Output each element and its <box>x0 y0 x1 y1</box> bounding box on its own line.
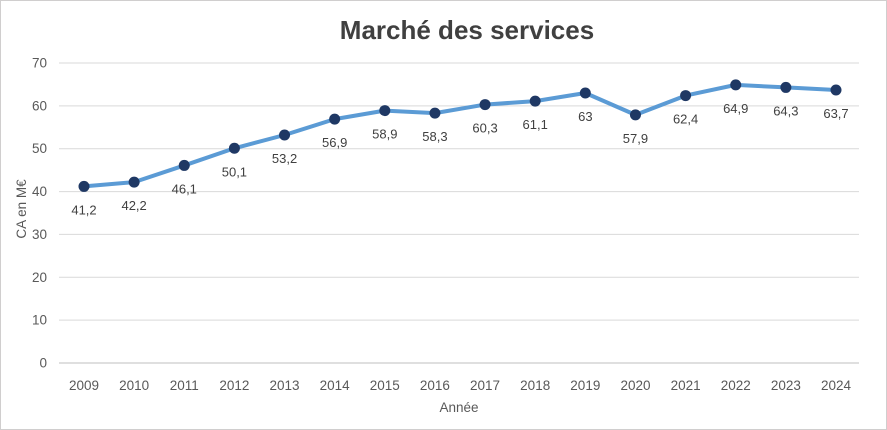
data-point <box>279 129 291 141</box>
y-tick-label: 30 <box>32 227 47 242</box>
y-tick-label: 10 <box>32 313 47 328</box>
x-tick-label: 2020 <box>620 378 650 393</box>
data-label: 46,1 <box>172 181 197 196</box>
data-label: 62,4 <box>673 112 698 127</box>
data-point <box>529 95 541 107</box>
data-label: 56,9 <box>322 135 347 150</box>
x-tick-label: 2012 <box>219 378 249 393</box>
y-tick-label: 20 <box>32 270 47 285</box>
data-label: 41,2 <box>71 202 96 217</box>
data-point <box>830 84 842 96</box>
data-point <box>629 109 641 121</box>
data-label: 50,1 <box>222 164 247 179</box>
x-tick-label: 2016 <box>420 378 450 393</box>
data-label: 58,9 <box>372 127 397 142</box>
data-point <box>228 142 240 154</box>
data-label: 64,9 <box>723 101 748 116</box>
x-tick-label: 2023 <box>771 378 801 393</box>
y-tick-label: 40 <box>32 184 47 199</box>
data-label: 63,7 <box>823 106 848 121</box>
series-line <box>82 82 838 189</box>
x-axis-title: Année <box>439 400 479 415</box>
x-tick-label: 2021 <box>671 378 701 393</box>
data-label: 63 <box>578 109 592 124</box>
data-label: 60,3 <box>472 121 497 136</box>
data-label: 53,2 <box>272 151 297 166</box>
data-point <box>128 176 140 188</box>
x-tick-label: 2013 <box>270 378 300 393</box>
x-tick-label: 2010 <box>119 378 149 393</box>
x-tick-label: 2015 <box>370 378 400 393</box>
data-point <box>579 87 591 99</box>
y-tick-label: 60 <box>32 98 47 113</box>
data-point <box>78 180 90 192</box>
data-label: 61,1 <box>523 117 548 132</box>
x-tick-label: 2009 <box>69 378 99 393</box>
x-tick-label: 2017 <box>470 378 500 393</box>
data-label: 58,3 <box>422 129 447 144</box>
x-tick-label: 2024 <box>821 378 852 393</box>
data-point <box>329 113 341 125</box>
data-point <box>680 90 692 102</box>
y-tick-label: 50 <box>32 141 47 156</box>
data-label: 42,2 <box>121 198 146 213</box>
y-tick-label: 70 <box>32 56 47 71</box>
chart-title: Marché des services <box>339 15 595 45</box>
data-point <box>178 159 190 171</box>
data-label: 57,9 <box>623 131 648 146</box>
data-point <box>479 99 491 111</box>
y-tick-label: 0 <box>39 356 47 371</box>
x-tick-label: 2011 <box>170 378 199 393</box>
data-point <box>429 107 441 119</box>
data-label: 64,3 <box>773 103 798 118</box>
x-tick-label: 2018 <box>520 378 550 393</box>
x-tick-label: 2019 <box>570 378 600 393</box>
data-point <box>730 79 742 91</box>
data-point <box>379 105 391 117</box>
data-point <box>780 81 792 93</box>
x-tick-label: 2014 <box>320 378 351 393</box>
x-tick-label: 2022 <box>721 378 751 393</box>
